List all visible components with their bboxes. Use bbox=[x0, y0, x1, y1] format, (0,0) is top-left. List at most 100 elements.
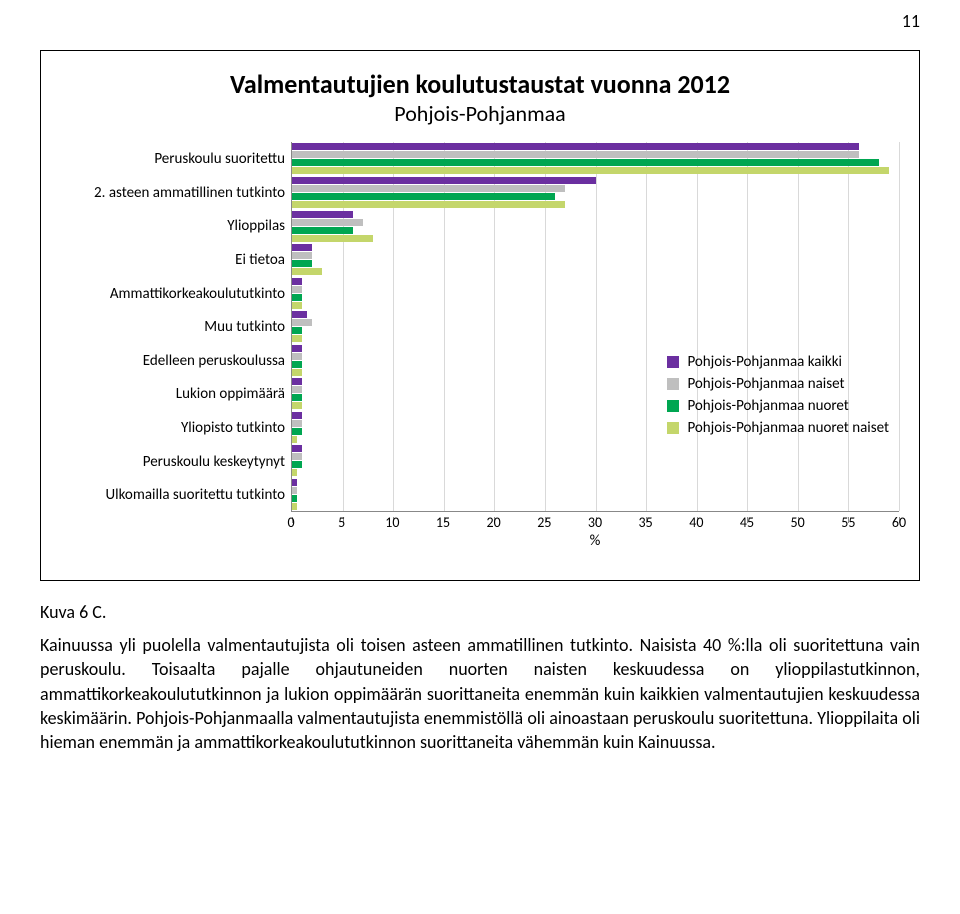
bar bbox=[292, 412, 302, 419]
bar bbox=[292, 469, 297, 476]
x-tick-label: 40 bbox=[689, 514, 703, 531]
x-tick-label: 45 bbox=[740, 514, 754, 531]
bar bbox=[292, 159, 879, 166]
legend-label: Pohjois-Pohjanmaa naiset bbox=[687, 375, 844, 393]
legend-label: Pohjois-Pohjanmaa nuoret bbox=[687, 397, 848, 415]
bar bbox=[292, 252, 312, 259]
bar bbox=[292, 487, 297, 494]
bar-group bbox=[292, 444, 899, 478]
x-tick-label: 25 bbox=[537, 514, 551, 531]
x-tick-label: 0 bbox=[287, 514, 294, 531]
bar bbox=[292, 294, 302, 301]
legend-item: Pohjois-Pohjanmaa naiset bbox=[667, 375, 889, 393]
bar bbox=[292, 345, 302, 352]
legend-label: Pohjois-Pohjanmaa nuoret naiset bbox=[687, 419, 889, 437]
bar bbox=[292, 420, 302, 427]
bar bbox=[292, 201, 565, 208]
page-number: 11 bbox=[902, 10, 920, 32]
bar bbox=[292, 353, 302, 360]
bar bbox=[292, 278, 302, 285]
bar bbox=[292, 361, 302, 368]
legend-swatch bbox=[667, 378, 679, 390]
x-tick-label: 60 bbox=[892, 514, 906, 531]
bar bbox=[292, 335, 302, 342]
bar-group bbox=[292, 310, 899, 344]
bar bbox=[292, 436, 297, 443]
bar bbox=[292, 495, 297, 502]
body-paragraph: Kainuussa yli puolella valmentautujista … bbox=[40, 633, 920, 754]
bar bbox=[292, 167, 889, 174]
bar bbox=[292, 260, 312, 267]
x-tick-label: 35 bbox=[639, 514, 653, 531]
legend: Pohjois-Pohjanmaa kaikki Pohjois-Pohjanma… bbox=[667, 349, 889, 441]
gridline bbox=[899, 142, 900, 511]
chart-container: Valmentautujien koulutustaustat vuonna 2… bbox=[40, 50, 920, 581]
bar bbox=[292, 302, 302, 309]
bar bbox=[292, 219, 363, 226]
bar-group bbox=[292, 176, 899, 210]
bar bbox=[292, 445, 302, 452]
bars-layer bbox=[292, 142, 899, 511]
legend-item: Pohjois-Pohjanmaa nuoret naiset bbox=[667, 419, 889, 437]
chart-subtitle: Pohjois-Pohjanmaa bbox=[61, 100, 899, 127]
bar bbox=[292, 268, 322, 275]
bar bbox=[292, 185, 565, 192]
category-label: Ylioppilas bbox=[61, 209, 285, 243]
bar-group bbox=[292, 209, 899, 243]
bar bbox=[292, 394, 302, 401]
x-tick-label: 55 bbox=[841, 514, 855, 531]
category-label: Peruskoulu keskeytynyt bbox=[61, 445, 285, 479]
legend-label: Pohjois-Pohjanmaa kaikki bbox=[687, 353, 842, 371]
chart-body: Peruskoulu suoritettu2. asteen ammatilli… bbox=[61, 142, 899, 512]
category-label: Ulkomailla suoritettu tutkinto bbox=[61, 478, 285, 512]
bar-group bbox=[292, 276, 899, 310]
legend-item: Pohjois-Pohjanmaa nuoret bbox=[667, 397, 889, 415]
bar bbox=[292, 151, 859, 158]
category-label: Lukion oppimäärä bbox=[61, 378, 285, 412]
chart-title: Valmentautujien koulutustaustat vuonna 2… bbox=[61, 69, 899, 100]
category-label: Edelleen peruskoulussa bbox=[61, 344, 285, 378]
x-tick-label: 10 bbox=[385, 514, 399, 531]
bar bbox=[292, 402, 302, 409]
figure-caption: Kuva 6 C. bbox=[40, 601, 920, 623]
x-tick-label: 5 bbox=[338, 514, 345, 531]
bar bbox=[292, 211, 353, 218]
bar bbox=[292, 193, 555, 200]
bar bbox=[292, 503, 297, 510]
bar bbox=[292, 327, 302, 334]
bar-group bbox=[292, 142, 899, 176]
x-tick-label: 20 bbox=[487, 514, 501, 531]
x-tick-label: 50 bbox=[791, 514, 805, 531]
x-tick-label: 30 bbox=[588, 514, 602, 531]
bar bbox=[292, 453, 302, 460]
bar bbox=[292, 378, 302, 385]
category-label: Ammattikorkeakoulututkinto bbox=[61, 277, 285, 311]
legend-item: Pohjois-Pohjanmaa kaikki bbox=[667, 353, 889, 371]
category-label: Yliopisto tutkinto bbox=[61, 411, 285, 445]
category-label: Ei tietoa bbox=[61, 243, 285, 277]
bar bbox=[292, 386, 302, 393]
category-label: Peruskoulu suoritettu bbox=[61, 142, 285, 176]
bar bbox=[292, 244, 312, 251]
bar bbox=[292, 177, 596, 184]
bar-group bbox=[292, 478, 899, 512]
category-axis-labels: Peruskoulu suoritettu2. asteen ammatilli… bbox=[61, 142, 291, 512]
bar bbox=[292, 319, 312, 326]
page: 11 Valmentautujien koulutustaustat vuonn… bbox=[0, 0, 960, 785]
bar bbox=[292, 479, 297, 486]
category-label: Muu tutkinto bbox=[61, 310, 285, 344]
legend-swatch bbox=[667, 356, 679, 368]
bar bbox=[292, 428, 302, 435]
bar bbox=[292, 461, 302, 468]
bar-group bbox=[292, 243, 899, 277]
bar bbox=[292, 235, 373, 242]
legend-swatch bbox=[667, 400, 679, 412]
category-label: 2. asteen ammatillinen tutkinto bbox=[61, 176, 285, 210]
bar bbox=[292, 369, 302, 376]
bar bbox=[292, 311, 307, 318]
plot-area: Pohjois-Pohjanmaa kaikki Pohjois-Pohjanma… bbox=[291, 142, 899, 512]
bar bbox=[292, 227, 353, 234]
legend-swatch bbox=[667, 422, 679, 434]
x-axis-tick-labels: 051015202530354045505560 bbox=[291, 512, 899, 532]
x-axis-title: % bbox=[291, 532, 899, 550]
